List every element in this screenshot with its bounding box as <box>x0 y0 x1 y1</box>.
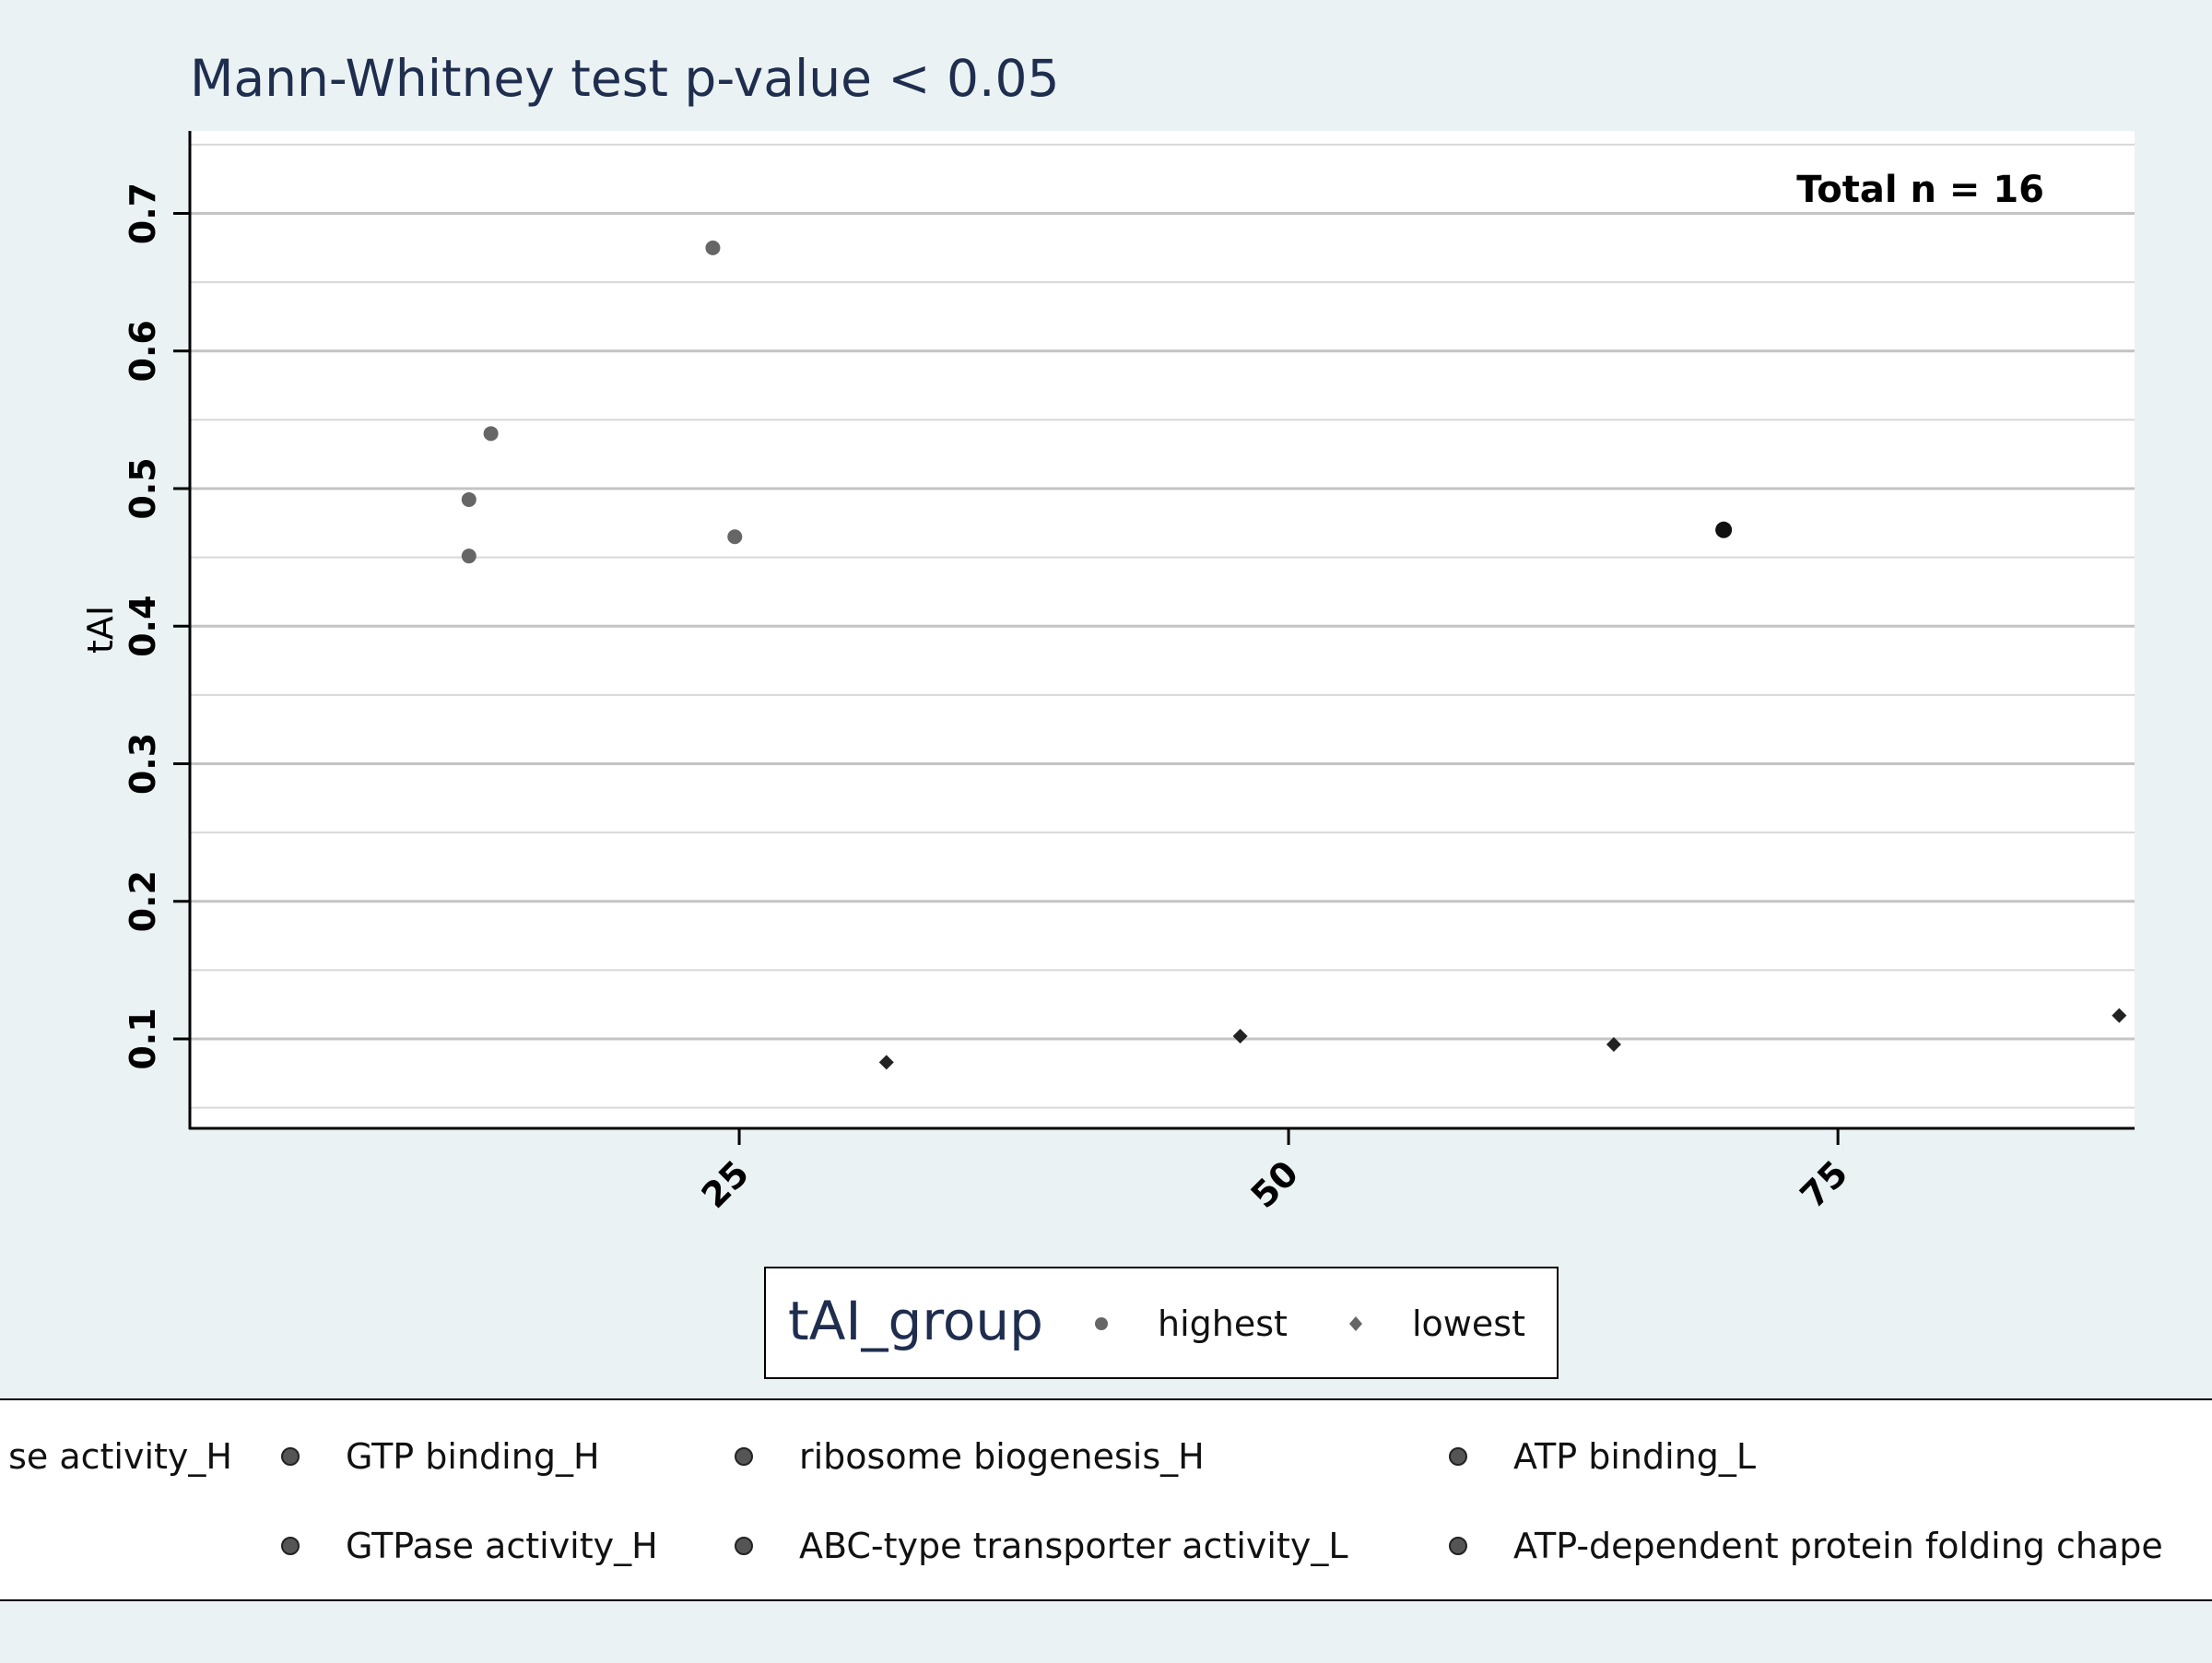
category-legend-marker <box>281 1537 300 1555</box>
data-point-circle <box>705 240 721 255</box>
total-n-annotation: Total n = 16 <box>1796 169 2044 211</box>
category-legend-box <box>0 1398 2212 1601</box>
data-point-circle <box>483 426 499 442</box>
legend-marker-highest <box>1095 1317 1108 1330</box>
category-legend-label: ATP-dependent protein folding chape <box>1513 1526 2163 1566</box>
legend-marker-lowest <box>1349 1316 1362 1331</box>
data-point-diamond <box>1232 1029 1248 1044</box>
y-axis-label: tAI <box>80 606 121 654</box>
legend-label-lowest: lowest <box>1412 1303 1525 1344</box>
y-tick-label: 0.4 <box>123 596 163 657</box>
data-point-diamond <box>2112 1008 2127 1023</box>
data-points <box>461 240 2127 1070</box>
category-legend-label: GTP binding_H <box>346 1436 600 1477</box>
group-legend: tAI_group highest lowest <box>764 1267 1559 1379</box>
y-tick-label: 0.2 <box>123 870 163 932</box>
y-tick-label: 0.7 <box>123 183 163 244</box>
data-point-diamond <box>1606 1036 1621 1052</box>
category-legend-marker <box>735 1537 753 1555</box>
y-tick-label: 0.3 <box>123 733 163 795</box>
group-legend-title: tAI_group <box>788 1290 1043 1352</box>
grid-lines <box>190 143 2135 1109</box>
data-point-circle <box>1715 521 1733 538</box>
data-point-circle <box>727 529 743 545</box>
y-tick-label: 0.1 <box>123 1008 163 1069</box>
category-legend-label: ribosome biogenesis_H <box>799 1436 1205 1477</box>
group-legend-box <box>764 1267 1559 1379</box>
data-point-circle <box>461 548 477 564</box>
category-legend-marker <box>1449 1537 1467 1555</box>
category-legend-label: GTPase activity_H <box>346 1526 658 1566</box>
category-legend-label: se activity_H <box>8 1436 232 1477</box>
y-tick-label: 0.6 <box>123 320 163 382</box>
category-legend-marker <box>1449 1447 1467 1466</box>
data-point-circle <box>461 491 477 507</box>
category-legend-marker <box>281 1447 300 1466</box>
category-legend-label: ATP binding_L <box>1513 1436 1756 1477</box>
legend-label-highest: highest <box>1158 1303 1288 1344</box>
category-legend-marker <box>735 1447 753 1466</box>
category-legend-label: ABC-type transporter activity_L <box>799 1526 1348 1566</box>
category-legend: se activity_H GTP binding_H ribosome bio… <box>0 1398 2212 1601</box>
chart-title: Mann-Whitney test p-value < 0.05 <box>190 49 1059 108</box>
y-tick-label: 0.5 <box>123 457 163 519</box>
plot-area <box>190 131 2135 1128</box>
data-point-diamond <box>878 1055 894 1070</box>
axes: 0.10.20.30.40.50.60.725 50 75 <box>123 131 2135 1216</box>
